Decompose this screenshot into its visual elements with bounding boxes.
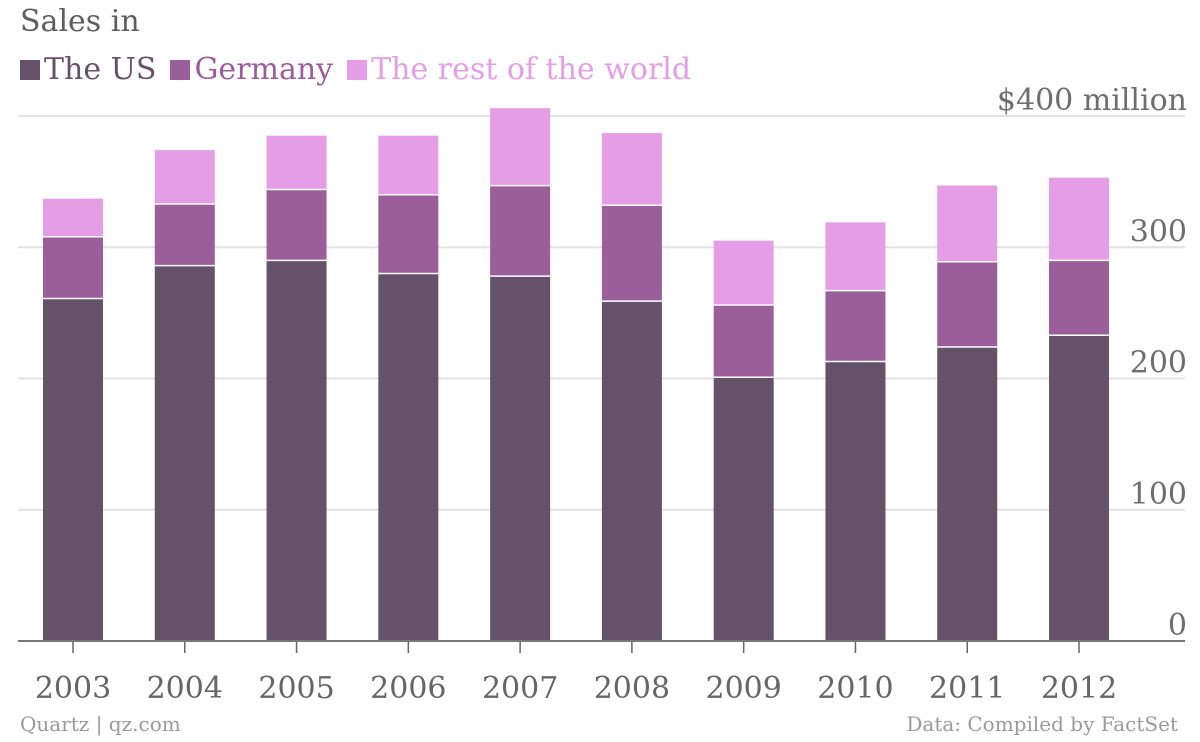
bar-segment-2006-series-0 [378, 273, 439, 641]
bar-segment-2008-series-1 [601, 205, 662, 302]
bar-segment-2005-series-0 [266, 260, 327, 641]
x-tick-label: 2012 [1041, 671, 1117, 706]
bar-segment-2012-series-2 [1049, 177, 1110, 261]
bar-segment-2005-series-1 [266, 189, 327, 261]
legend-item-germany: Germany [170, 52, 333, 87]
bar-segment-2011-series-0 [937, 347, 998, 641]
x-tick-label: 2006 [370, 671, 446, 706]
bar-segment-2003-series-1 [43, 236, 103, 299]
bar-segment-2010-series-2 [825, 222, 886, 291]
chart-title: Sales in [20, 4, 140, 39]
legend-swatch-rest-of-world [347, 59, 368, 80]
bar-segment-2008-series-0 [601, 301, 662, 641]
x-tick-label: 2011 [929, 671, 1005, 706]
bar-segment-2007-series-0 [490, 276, 551, 641]
y-tick-label: $400 million [997, 83, 1187, 118]
bar-segment-2003-series-0 [43, 298, 103, 641]
x-tick-label: 2005 [258, 671, 334, 706]
legend-label-germany: Germany [194, 52, 334, 87]
x-tick-label: 2004 [147, 671, 223, 706]
bar-segment-2009-series-2 [713, 240, 774, 305]
bar-segment-2009-series-1 [713, 305, 774, 378]
y-tick-label: 100 [1130, 477, 1187, 512]
legend: The US Germany The rest of the world [20, 52, 705, 87]
bar-segment-2006-series-1 [378, 194, 439, 274]
x-tick-label: 2008 [594, 671, 670, 706]
bar-segment-2004-series-2 [154, 150, 215, 204]
bar-segment-2010-series-0 [825, 361, 886, 641]
bar-segment-2007-series-2 [490, 108, 551, 186]
footer-source-right: Data: Compiled by FactSet [906, 712, 1178, 736]
legend-item-rest-of-world: The rest of the world [347, 52, 691, 87]
y-tick-label: 200 [1130, 346, 1187, 381]
bar-segment-2011-series-2 [937, 185, 998, 262]
bar-segment-2010-series-1 [825, 290, 886, 362]
bar-segment-2007-series-1 [490, 185, 551, 277]
bar-segment-2009-series-0 [713, 377, 774, 641]
bars [43, 108, 1110, 641]
x-tick-label: 2009 [706, 671, 782, 706]
bar-segment-2003-series-2 [43, 198, 103, 237]
bar-segment-2004-series-0 [154, 265, 215, 641]
x-tick-label: 2003 [35, 671, 111, 706]
bar-segment-2006-series-2 [378, 135, 439, 195]
x-tick-label: 2010 [817, 671, 893, 706]
legend-swatch-germany [170, 59, 191, 80]
bar-segment-2011-series-1 [937, 261, 998, 347]
legend-swatch-us [20, 59, 40, 80]
axes: 0 100 200 300 $400 million 2003 2004 2005 2006 20… [18, 83, 1187, 706]
bar-segment-2012-series-0 [1049, 335, 1110, 641]
bar-segment-2005-series-2 [266, 135, 327, 190]
footer-source-left: Quartz | qz.com [20, 712, 181, 736]
bar-segment-2004-series-1 [154, 203, 215, 266]
x-tick-label: 2007 [482, 671, 558, 706]
legend-label-us: The US [44, 52, 157, 87]
legend-item-us: The US [20, 52, 156, 87]
legend-label-rest-of-world: The rest of the world [371, 52, 692, 87]
bar-segment-2012-series-1 [1049, 260, 1110, 336]
bar-segment-2008-series-2 [601, 133, 662, 206]
y-tick-label: 0 [1168, 608, 1187, 643]
y-tick-label: 300 [1130, 214, 1187, 249]
